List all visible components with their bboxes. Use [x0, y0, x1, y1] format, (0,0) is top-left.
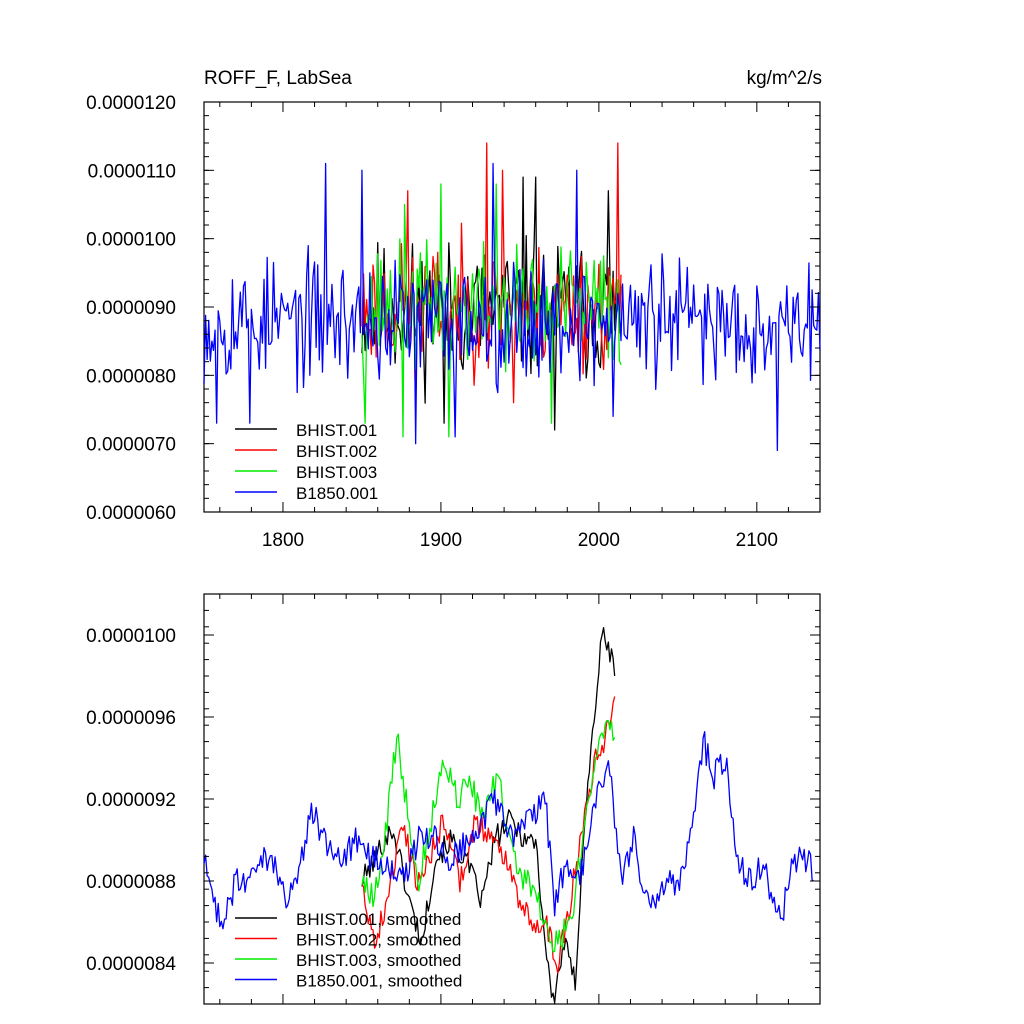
top-series-line-b1850-001: [203, 162, 821, 452]
top-series-group: [203, 142, 821, 452]
bottom-series-line-b1850-001-smoothed: [203, 731, 815, 930]
bottom-y-tick-label: 0.0000096: [86, 708, 176, 729]
bottom-legend: BHIST.001, smoothed BHIST.002, smoothedBH…: [235, 910, 462, 991]
bottom-y-tick-label: 0.0000088: [86, 872, 176, 893]
top-x-tick-label: 1900: [420, 530, 462, 551]
top-x-tick-label: 1800: [262, 530, 304, 551]
top-x-tick-label: 2000: [578, 530, 620, 551]
bottom-legend-label: B1850.001, smoothed: [296, 972, 462, 991]
top-legend: BHIST.001 BHIST.002 BHIST.003 B1850.001: [235, 421, 378, 503]
bottom-y-tick-label: 0.0000100: [86, 626, 176, 647]
top-y-tick-label: 0.0000060: [86, 503, 176, 524]
bottom-legend-label: BHIST.003, smoothed: [296, 951, 461, 970]
top-y-tick-label: 0.0000090: [86, 298, 176, 319]
top-panel: ROFF_F, LabSea kg/m^2/s 1800 1900 2000 2100…: [86, 68, 822, 551]
bottom-series-line-bhist-001-smoothed: [361, 627, 616, 1004]
bottom-legend-label: BHIST.001, smoothed: [296, 910, 461, 929]
top-legend-label: BHIST.002: [296, 442, 377, 461]
top-y-tick-label: 0.0000070: [86, 435, 176, 456]
bottom-y-tick-label: 0.0000092: [86, 790, 176, 811]
top-legend-label: BHIST.001: [296, 421, 377, 440]
top-y-tick-label: 0.0000100: [86, 230, 176, 251]
top-ticks-group: 1800 1900 2000 2100 0.0000060 0.0000070 0.0000…: [86, 93, 821, 551]
bottom-series-group: [203, 627, 815, 1004]
bottom-legend-label: BHIST.002, smoothed: [296, 931, 461, 950]
top-x-tick-label: 2100: [736, 530, 778, 551]
bottom-ticks-group: 0.0000084 0.0000088 0.0000092 0.0000096 0.00…: [86, 593, 821, 1005]
top-y-tick-label: 0.0000080: [86, 366, 176, 387]
top-y-tick-label: 0.0000110: [88, 161, 176, 182]
top-y-tick-label: 0.0000120: [86, 93, 176, 114]
top-title-right: kg/m^2/s: [747, 68, 822, 89]
bottom-series-line-bhist-003-smoothed: [361, 719, 616, 953]
top-legend-label: BHIST.003: [296, 463, 377, 482]
top-title-left: ROFF_F, LabSea: [204, 68, 352, 89]
bottom-series-line-bhist-002-smoothed: [361, 696, 616, 974]
bottom-y-tick-label: 0.0000084: [86, 954, 176, 975]
top-legend-label: B1850.001: [296, 484, 378, 503]
bottom-panel: 0.0000084 0.0000088 0.0000092 0.0000096 0.00…: [86, 593, 821, 1005]
